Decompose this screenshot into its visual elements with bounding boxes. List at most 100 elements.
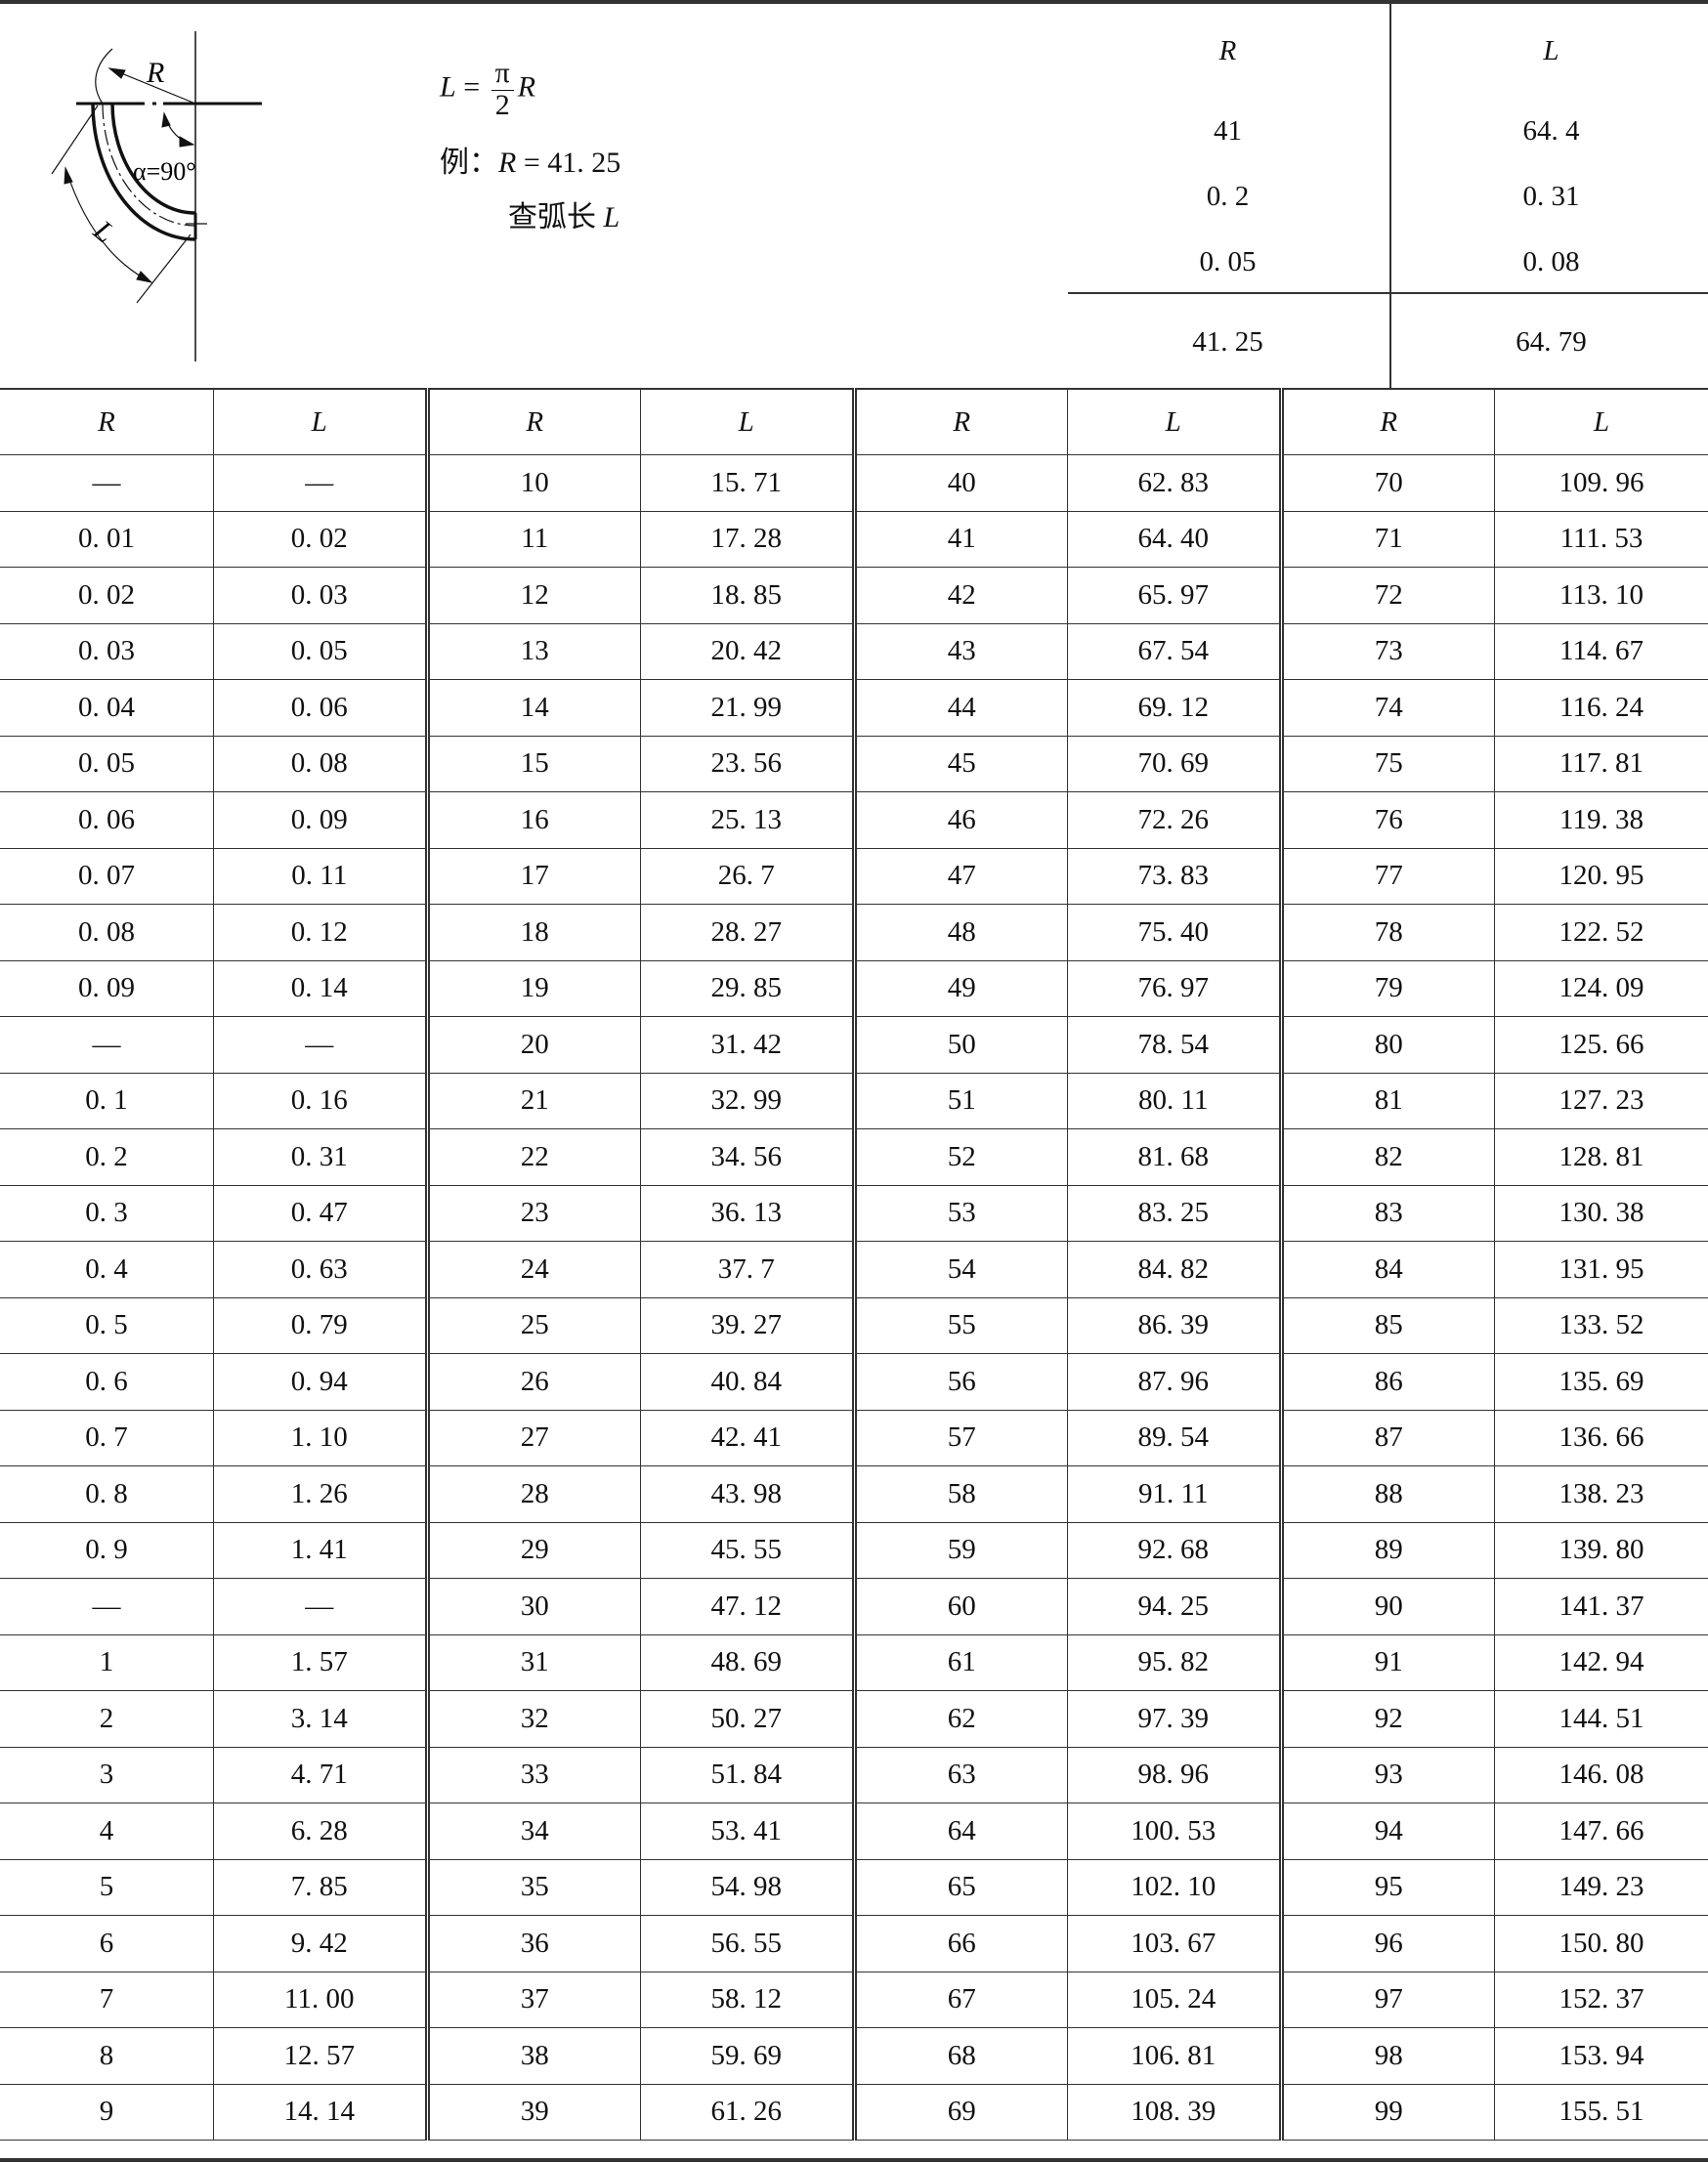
cell-l: 144. 51 <box>1494 1690 1708 1748</box>
formula-line: L = π 2 R <box>440 59 535 120</box>
cell-r: 0. 5 <box>0 1296 214 1354</box>
cell-r: 63 <box>851 1746 1068 1803</box>
cell-l: 0. 08 <box>213 735 428 792</box>
cell-l: 138. 23 <box>1494 1465 1708 1523</box>
cell-r: 52 <box>851 1128 1068 1186</box>
cell-r: 49 <box>851 959 1068 1017</box>
cell-r: 56 <box>851 1353 1068 1411</box>
cell-r: 27 <box>424 1409 641 1466</box>
cell-r: 76 <box>1278 791 1495 849</box>
cell-l: 75. 40 <box>1067 904 1282 961</box>
cell-l: 9. 42 <box>213 1915 428 1972</box>
cell-r: 14 <box>424 679 641 737</box>
cell-l: 70. 69 <box>1067 735 1282 792</box>
example-value: = 41. 25 <box>523 147 621 179</box>
cell-l: 124. 09 <box>1494 959 1708 1017</box>
table-row: 7 11. 00 37 58. 12 67 105. 24 97 152. 37 <box>0 1971 1708 2028</box>
cell-l: 0. 31 <box>213 1128 428 1186</box>
cell-r: 38 <box>424 2027 641 2085</box>
cell-r: 0. 06 <box>0 791 214 849</box>
cell-l: 100. 53 <box>1067 1802 1282 1860</box>
cell-r: 30 <box>424 1578 641 1635</box>
cell-r: 70 <box>1278 454 1495 512</box>
bottom-rule <box>0 2158 1708 2162</box>
table-row: — —10 15. 71 40 62. 83 70 109. 96 <box>0 454 1708 512</box>
table-row: 0. 06 0. 09 16 25. 13 46 72. 26 76 119. 38 <box>0 791 1708 849</box>
cell-r: 5 <box>0 1858 214 1916</box>
cell-r: 62 <box>851 1690 1068 1748</box>
cell-r: — <box>0 454 214 512</box>
cell-r: — <box>0 1578 214 1635</box>
cell-l: 147. 66 <box>1494 1802 1708 1860</box>
cell-l: 97. 39 <box>1067 1690 1282 1748</box>
lookup-var: L <box>603 201 620 233</box>
cell-r: 73 <box>1278 622 1495 680</box>
cell-r: 69 <box>851 2083 1068 2141</box>
cell-r: 80 <box>1278 1016 1495 1074</box>
cell-l: 6. 28 <box>213 1802 428 1860</box>
cell-r: 66 <box>851 1915 1068 1972</box>
cell-l: 3. 14 <box>213 1690 428 1748</box>
cell-l: 78. 54 <box>1067 1016 1282 1074</box>
example-line: 例：R = 41. 25 <box>440 148 620 178</box>
cell-l: 37. 7 <box>640 1241 855 1298</box>
column-header-r: R <box>424 388 641 455</box>
table-row: 5 7. 85 35 54. 98 65 102. 10 95 149. 23 <box>0 1858 1708 1916</box>
cell-r: 95 <box>1278 1858 1495 1916</box>
table-row: — —20 31. 42 50 78. 54 80 125. 66 <box>0 1016 1708 1074</box>
cell-l: 109. 96 <box>1494 454 1708 512</box>
table-row: 0. 07 0. 11 17 26. 7 47 73. 83 77 120. 95 <box>0 847 1708 905</box>
cell-l: 89. 54 <box>1067 1409 1282 1466</box>
cell-l: 18. 85 <box>640 567 855 624</box>
cell-r: 44 <box>851 679 1068 737</box>
cell-r: 1 <box>0 1633 214 1691</box>
cell-l: 59. 69 <box>640 2027 855 2085</box>
cell-l: 50. 27 <box>640 1690 855 1748</box>
example-reference-table: R 41 0. 2 0. 05 41. 25 L 64. 4 0. 31 0. … <box>1068 0 1708 389</box>
ref-cell: 41 <box>1214 115 1242 147</box>
cell-l: 103. 67 <box>1067 1915 1282 1972</box>
cell-l: 0. 05 <box>213 622 428 680</box>
cell-r: 84 <box>1278 1241 1495 1298</box>
cell-l: 155. 51 <box>1494 2083 1708 2141</box>
cell-r: 0. 2 <box>0 1128 214 1186</box>
table-row: 0. 1 0. 16 21 32. 99 51 80. 11 81 127. 23 <box>0 1072 1708 1129</box>
cell-r: 39 <box>424 2083 641 2141</box>
cell-r: 25 <box>424 1296 641 1354</box>
cell-l: 116. 24 <box>1494 679 1708 737</box>
cell-l: 11. 00 <box>213 1971 428 2028</box>
cell-l: 130. 38 <box>1494 1184 1708 1242</box>
cell-r: 79 <box>1278 959 1495 1017</box>
cell-l: 36. 13 <box>640 1184 855 1242</box>
cell-r: 24 <box>424 1241 641 1298</box>
cell-l: 73. 83 <box>1067 847 1282 905</box>
column-header-r: R <box>1278 388 1495 455</box>
cell-r: 13 <box>424 622 641 680</box>
cell-l: 136. 66 <box>1494 1409 1708 1466</box>
cell-l: 29. 85 <box>640 959 855 1017</box>
cell-r: 93 <box>1278 1746 1495 1803</box>
cell-r: 22 <box>424 1128 641 1186</box>
cell-l: 54. 98 <box>640 1858 855 1916</box>
table-row: 8 12. 57 38 59. 69 68 106. 81 98 153. 94 <box>0 2027 1708 2085</box>
ref-total: 64. 79 <box>1516 326 1587 358</box>
cell-r: 60 <box>851 1578 1068 1635</box>
cell-r: 94 <box>1278 1802 1495 1860</box>
cell-l: 4. 71 <box>213 1746 428 1803</box>
cell-l: 39. 27 <box>640 1296 855 1354</box>
cell-l: 0. 03 <box>213 567 428 624</box>
cell-r: 33 <box>424 1746 641 1803</box>
cell-l: 72. 26 <box>1067 791 1282 849</box>
cell-r: 36 <box>424 1915 641 1972</box>
cell-l: 1. 10 <box>213 1409 428 1466</box>
cell-l: 48. 69 <box>640 1633 855 1691</box>
cell-r: 19 <box>424 959 641 1017</box>
cell-r: 0. 07 <box>0 847 214 905</box>
table-row: 0. 2 0. 31 22 34. 56 52 81. 68 82 128. 81 <box>0 1128 1708 1186</box>
cell-r: 48 <box>851 904 1068 961</box>
cell-r: 40 <box>851 454 1068 512</box>
cell-r: 0. 01 <box>0 510 214 568</box>
cell-r: 42 <box>851 567 1068 624</box>
cell-r: 6 <box>0 1915 214 1972</box>
